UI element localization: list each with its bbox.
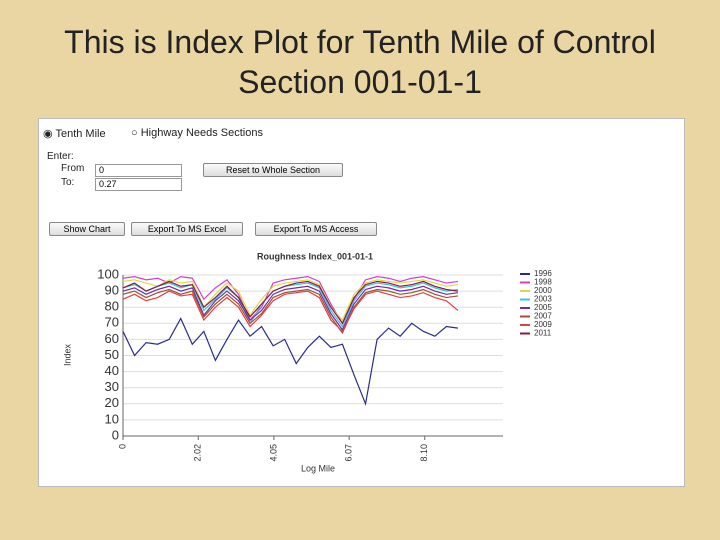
y-tick-label: 90 [105, 283, 119, 298]
series-line [122, 279, 459, 322]
slide-title: This is Index Plot for Tenth Mile of Con… [64, 24, 656, 100]
y-tick-label: 100 [97, 266, 119, 281]
legend-label: 1996 [534, 269, 552, 278]
show-chart-button[interactable]: Show Chart [49, 222, 125, 236]
y-tick-label: 30 [105, 379, 119, 394]
legend-label: 2000 [534, 286, 552, 295]
y-tick-label: 70 [105, 315, 119, 330]
y-tick-label: 60 [105, 331, 119, 346]
y-tick-label: 40 [105, 363, 119, 378]
series-line [122, 288, 459, 335]
app-panel: ◉ Tenth Mile ○ Highway Needs Sections En… [38, 118, 685, 487]
series-line [122, 290, 459, 333]
radio-label: Highway Needs Sections [140, 127, 263, 139]
y-axis-label: Index [62, 343, 72, 366]
y-tick-label: 20 [105, 395, 119, 410]
from-input[interactable]: 0 [95, 164, 182, 177]
legend-label: 2007 [534, 312, 552, 321]
radio-label: Tenth Mile [55, 128, 106, 140]
y-tick-label: 80 [105, 299, 119, 314]
x-tick-label: 6.07 [344, 444, 354, 462]
x-tick-label: 8.10 [419, 444, 429, 462]
y-tick-label: 50 [105, 347, 119, 362]
legend-label: 2003 [534, 295, 552, 304]
reset-button[interactable]: Reset to Whole Section [203, 163, 343, 177]
y-tick-label: 0 [112, 427, 119, 442]
series-line [122, 275, 459, 325]
series-line [122, 282, 459, 328]
legend-label: 2005 [534, 303, 552, 312]
x-tick-label: 2.02 [193, 444, 203, 462]
enter-label: Enter: [47, 151, 74, 162]
legend-label: 1998 [534, 278, 552, 287]
legend-label: 2009 [534, 320, 552, 329]
x-axis-label: Log Mile [301, 463, 335, 473]
x-tick-label: 0 [117, 444, 127, 449]
radio-highway-sections[interactable]: ○ Highway Needs Sections [131, 127, 263, 139]
series-line [122, 280, 459, 325]
to-input[interactable]: 0.27 [95, 178, 182, 191]
from-label: From [61, 163, 85, 174]
series-line [122, 317, 459, 406]
y-tick-label: 10 [105, 411, 119, 426]
legend-label: 2011 [534, 329, 552, 338]
chart-title: Roughness Index_001-01-1 [257, 251, 373, 261]
to-label: To: [61, 177, 75, 188]
radio-tenth-mile[interactable]: ◉ Tenth Mile [43, 128, 106, 140]
export-excel-button[interactable]: Export To MS Excel [131, 222, 243, 236]
series-line [122, 285, 459, 331]
x-tick-label: 4.05 [268, 444, 278, 462]
export-access-button[interactable]: Export To MS Access [255, 222, 377, 236]
